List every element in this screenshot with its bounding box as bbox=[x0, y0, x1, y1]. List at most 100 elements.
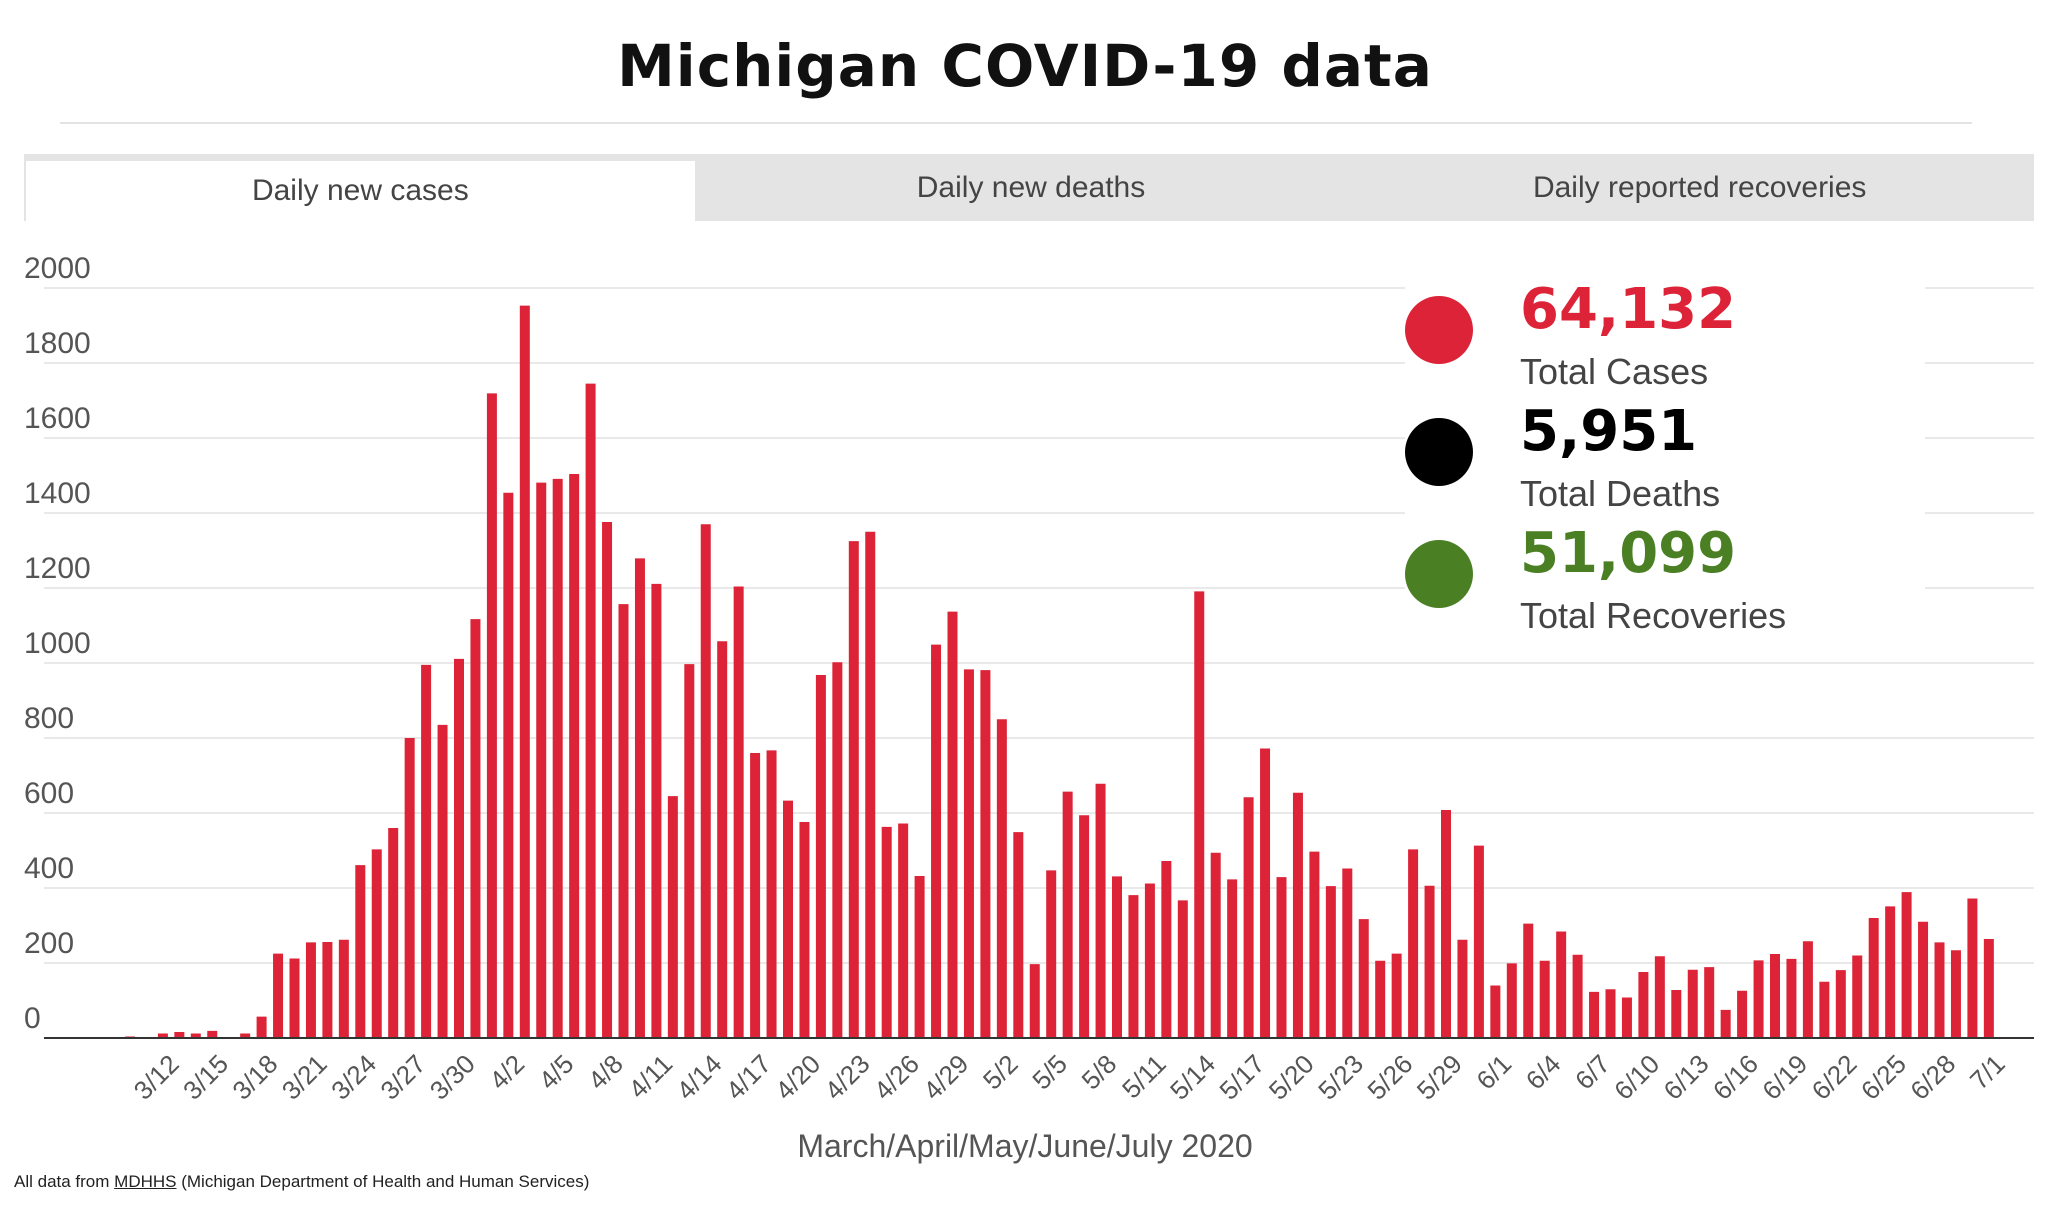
bar-5-13[interactable] bbox=[1177, 900, 1188, 1038]
bar-4-19[interactable] bbox=[783, 800, 793, 1038]
bar-3-12[interactable] bbox=[157, 1033, 168, 1039]
bar-6-19[interactable] bbox=[1786, 958, 1797, 1038]
bar-4-3[interactable] bbox=[519, 305, 530, 1038]
source-link[interactable]: MDHHS bbox=[114, 1172, 177, 1191]
bar-7-1[interactable] bbox=[1983, 939, 1994, 1038]
bar-6-29[interactable] bbox=[1950, 950, 1961, 1038]
bar-4-26[interactable] bbox=[898, 823, 909, 1039]
bar-4-21[interactable] bbox=[815, 675, 826, 1038]
bar-5-25[interactable] bbox=[1375, 960, 1386, 1038]
bar-3-28[interactable] bbox=[421, 664, 432, 1038]
bar-3-13[interactable] bbox=[174, 1032, 185, 1038]
bar-6-4[interactable] bbox=[1539, 960, 1550, 1038]
bar-6-25[interactable] bbox=[1885, 906, 1896, 1038]
bar-5-24[interactable] bbox=[1358, 919, 1369, 1038]
bar-6-22[interactable] bbox=[1835, 970, 1846, 1038]
bar-5-16[interactable] bbox=[1227, 879, 1238, 1038]
bar-5-27[interactable] bbox=[1408, 849, 1419, 1038]
bar-3-24[interactable] bbox=[355, 865, 366, 1038]
bar-5-5[interactable] bbox=[1046, 870, 1057, 1038]
bar-5-28[interactable] bbox=[1424, 885, 1435, 1038]
bar-4-20[interactable] bbox=[799, 822, 810, 1038]
bar-4-12[interactable] bbox=[667, 796, 678, 1038]
bar-4-28[interactable] bbox=[931, 644, 942, 1038]
bar-6-7[interactable] bbox=[1589, 991, 1600, 1038]
bar-4-23[interactable] bbox=[848, 541, 859, 1038]
tab-daily-new-cases[interactable]: Daily new cases bbox=[24, 159, 697, 221]
bar-4-18[interactable] bbox=[766, 750, 777, 1038]
bar-4-29[interactable] bbox=[947, 611, 958, 1038]
bar-4-22[interactable] bbox=[832, 662, 843, 1038]
bar-3-23[interactable] bbox=[338, 939, 349, 1038]
bar-6-1[interactable] bbox=[1490, 985, 1501, 1039]
bar-5-12[interactable] bbox=[1161, 861, 1172, 1038]
bar-6-28[interactable] bbox=[1934, 942, 1945, 1038]
bar-5-14[interactable] bbox=[1194, 591, 1205, 1038]
bar-3-20[interactable] bbox=[289, 958, 300, 1039]
bar-5-23[interactable] bbox=[1342, 868, 1353, 1039]
bar-4-27[interactable] bbox=[914, 876, 925, 1038]
bar-4-8[interactable] bbox=[602, 522, 613, 1038]
bar-5-7[interactable] bbox=[1079, 815, 1090, 1038]
bar-3-29[interactable] bbox=[437, 724, 448, 1038]
bar-3-17[interactable] bbox=[240, 1033, 251, 1039]
bar-5-9[interactable] bbox=[1112, 876, 1122, 1038]
bar-5-10[interactable] bbox=[1128, 895, 1139, 1038]
bar-6-20[interactable] bbox=[1802, 941, 1813, 1038]
bar-4-1[interactable] bbox=[486, 393, 497, 1038]
bar-6-30[interactable] bbox=[1967, 898, 1978, 1039]
bar-6-3[interactable] bbox=[1523, 923, 1534, 1038]
bar-4-7[interactable] bbox=[585, 383, 596, 1038]
bar-6-15[interactable] bbox=[1720, 1009, 1731, 1038]
bar-3-19[interactable] bbox=[273, 953, 284, 1038]
tab-daily-reported-recoveries[interactable]: Daily reported recoveries bbox=[1532, 170, 1867, 204]
bar-6-21[interactable] bbox=[1819, 981, 1830, 1038]
bar-5-18[interactable] bbox=[1260, 748, 1271, 1039]
bar-3-31[interactable] bbox=[470, 619, 481, 1038]
bar-5-29[interactable] bbox=[1441, 810, 1451, 1038]
bar-5-20[interactable] bbox=[1292, 792, 1303, 1038]
bar-4-2[interactable] bbox=[503, 492, 514, 1038]
bar-4-9[interactable] bbox=[618, 604, 629, 1038]
bar-4-17[interactable] bbox=[750, 753, 761, 1038]
bar-6-23[interactable] bbox=[1852, 955, 1863, 1039]
bar-4-14[interactable] bbox=[700, 524, 711, 1038]
bar-6-9[interactable] bbox=[1621, 997, 1632, 1039]
bar-6-8[interactable] bbox=[1605, 989, 1616, 1038]
bar-5-15[interactable] bbox=[1210, 852, 1221, 1038]
bar-6-6[interactable] bbox=[1572, 954, 1583, 1038]
bar-6-26[interactable] bbox=[1901, 892, 1912, 1038]
bar-6-5[interactable] bbox=[1556, 931, 1567, 1039]
bar-5-21[interactable] bbox=[1309, 851, 1320, 1038]
bar-4-5[interactable] bbox=[552, 478, 563, 1038]
bar-5-6[interactable] bbox=[1062, 791, 1073, 1038]
bar-3-18[interactable] bbox=[256, 1016, 267, 1038]
bar-5-8[interactable] bbox=[1095, 783, 1106, 1038]
bar-5-26[interactable] bbox=[1391, 953, 1402, 1038]
bar-4-10[interactable] bbox=[634, 558, 645, 1038]
bar-4-30[interactable] bbox=[963, 669, 974, 1038]
bar-3-22[interactable] bbox=[322, 942, 333, 1038]
bar-4-25[interactable] bbox=[881, 826, 892, 1038]
bar-5-1[interactable] bbox=[980, 670, 991, 1038]
bar-5-19[interactable] bbox=[1276, 877, 1287, 1038]
bar-4-6[interactable] bbox=[569, 474, 580, 1038]
bar-3-26[interactable] bbox=[388, 828, 399, 1038]
bar-6-14[interactable] bbox=[1704, 967, 1715, 1038]
bar-6-10[interactable] bbox=[1638, 972, 1649, 1038]
bar-4-11[interactable] bbox=[651, 583, 662, 1038]
bar-3-25[interactable] bbox=[371, 849, 382, 1038]
bar-6-12[interactable] bbox=[1671, 990, 1682, 1038]
bar-5-11[interactable] bbox=[1144, 883, 1155, 1039]
bar-5-4[interactable] bbox=[1029, 964, 1040, 1038]
bar-6-18[interactable] bbox=[1770, 954, 1780, 1038]
bar-6-27[interactable] bbox=[1918, 921, 1929, 1038]
bar-3-30[interactable] bbox=[454, 658, 464, 1038]
bar-5-17[interactable] bbox=[1243, 797, 1254, 1038]
bar-3-15[interactable] bbox=[207, 1030, 218, 1038]
bar-4-24[interactable] bbox=[865, 531, 876, 1038]
bar-4-15[interactable] bbox=[717, 641, 728, 1038]
bar-5-30[interactable] bbox=[1457, 939, 1468, 1038]
bar-6-16[interactable] bbox=[1737, 990, 1748, 1038]
bar-4-16[interactable] bbox=[733, 586, 744, 1039]
